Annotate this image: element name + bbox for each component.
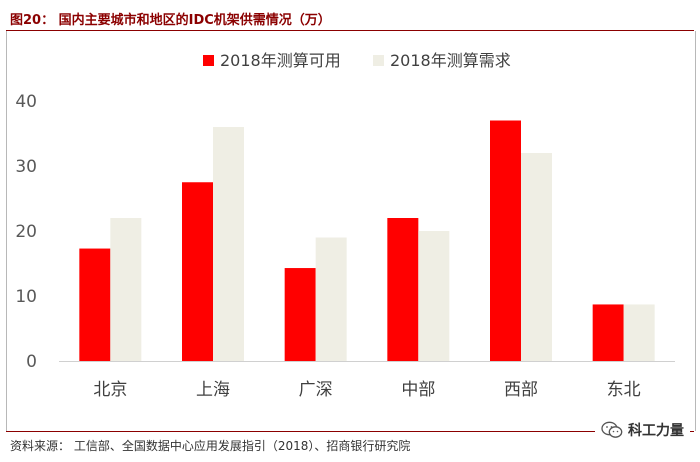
legend: 2018年测算可用 2018年测算需求 (203, 51, 511, 70)
figure-title: 图20： 国内主要城市和地区的IDC机架供需情况（万） (10, 13, 331, 28)
x-tick-label: 上海 (196, 380, 230, 400)
bar-available (284, 268, 316, 361)
chart-area: 2018年测算可用 2018年测算需求 0 10 20 30 40 北京 上海 广深 中部 西部 东… (6, 31, 696, 431)
bar-available (387, 218, 419, 361)
bars (79, 120, 655, 361)
wechat-icon (601, 421, 623, 438)
y-axis: 0 10 20 30 40 (15, 92, 37, 372)
x-axis: 北京 上海 广深 中部 西部 东北 (59, 361, 675, 400)
x-tick-label: 西部 (504, 380, 538, 400)
bar-available (182, 182, 213, 361)
y-tick-label: 40 (15, 92, 37, 112)
x-tick-label: 东北 (607, 380, 641, 400)
figure-header: 图20： 国内主要城市和地区的IDC机架供需情况（万） (6, 4, 694, 31)
legend-label: 2018年测算可用 (220, 51, 341, 70)
y-tick-label: 0 (26, 352, 37, 372)
brand-watermark: 科工力量 (595, 418, 690, 442)
legend-swatch (203, 55, 214, 66)
bar-demand (521, 153, 552, 361)
x-tick-label: 中部 (401, 380, 435, 400)
bar-chart: 2018年测算可用 2018年测算需求 0 10 20 30 40 北京 上海 广深 中部 西部 东… (15, 51, 675, 400)
bar-available (79, 248, 111, 361)
bar-demand (623, 304, 655, 361)
bar-available (592, 304, 624, 361)
bar-demand (315, 237, 347, 361)
y-tick-label: 30 (15, 157, 37, 177)
bar-demand (110, 218, 142, 361)
legend-swatch (373, 55, 384, 66)
bar-demand (418, 231, 450, 361)
legend-label: 2018年测算需求 (390, 51, 511, 70)
source-note: 资料来源： 工信部、全国数据中心应用发展指引（2018）、招商银行研究院 (10, 439, 411, 453)
y-tick-label: 10 (15, 287, 37, 307)
brand-name: 科工力量 (628, 423, 684, 439)
bar-available (490, 120, 521, 361)
source-footer: 资料来源： 工信部、全国数据中心应用发展指引（2018）、招商银行研究院 (6, 431, 694, 457)
y-tick-label: 20 (15, 222, 37, 242)
x-tick-label: 广深 (299, 380, 333, 400)
bar-demand (213, 127, 244, 361)
x-tick-label: 北京 (93, 380, 127, 400)
